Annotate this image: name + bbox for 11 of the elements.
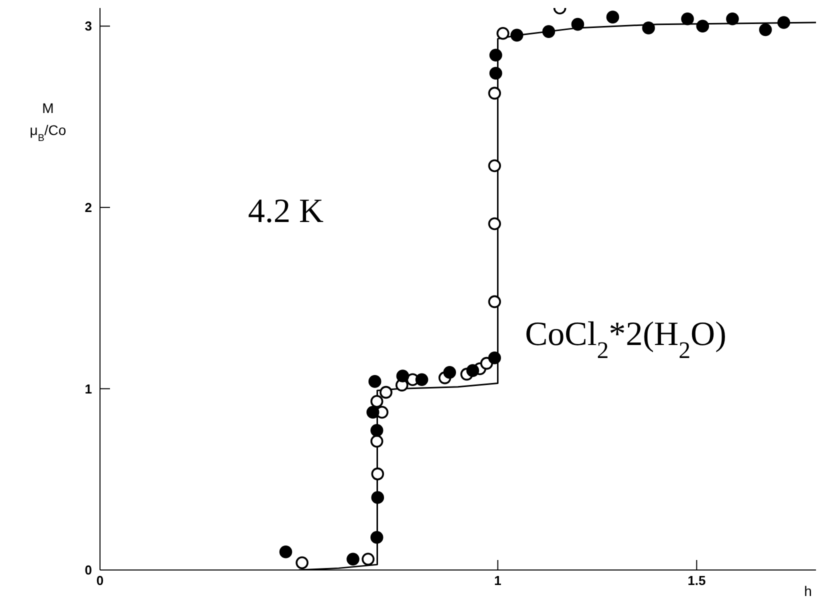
y-tick-label: 3: [84, 18, 92, 34]
x-tick-label: 0: [96, 573, 104, 588]
y-tick-label: 2: [84, 200, 92, 216]
y-axis-title: M μ$_{B}$/Co: [30, 100, 66, 144]
annotation: CoCl$_{2}$*2(H$_{2}$O): [525, 316, 726, 364]
y-tick-label: 0: [84, 562, 92, 578]
y-tick-label: 1: [84, 381, 92, 396]
x-tick-label: 1.5: [688, 573, 706, 588]
annotation: 4.2 K: [248, 193, 324, 230]
x-tick-label: 1: [494, 573, 502, 588]
x-axis-title: h: [804, 583, 812, 599]
